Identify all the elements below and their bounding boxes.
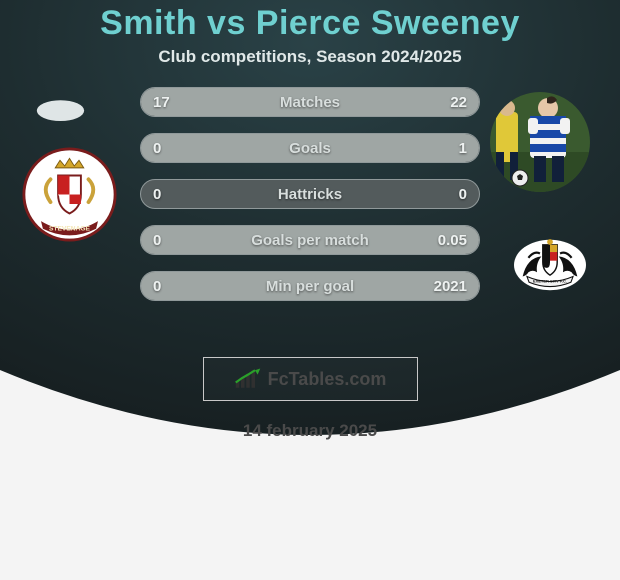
stat-left-value: 0 xyxy=(153,186,161,203)
club-right-crest: EXETER CITY F.C. xyxy=(500,229,600,301)
stat-label: Goals per match xyxy=(251,232,369,249)
page-title: Smith vs Pierce Sweeney xyxy=(0,4,620,43)
club-left-crest: STEVENAGE xyxy=(22,147,117,242)
stat-label: Goals xyxy=(289,140,331,157)
svg-text:EXETER CITY F.C.: EXETER CITY F.C. xyxy=(533,278,567,283)
brand-text: FcTables.com xyxy=(268,369,387,390)
stat-right-value: 2021 xyxy=(434,278,467,295)
subtitle: Club competitions, Season 2024/2025 xyxy=(0,47,620,67)
stat-bar: 0 Min per goal 2021 xyxy=(140,271,480,301)
stat-label: Hattricks xyxy=(278,186,342,203)
stat-bar: 0 Goals 1 xyxy=(140,133,480,163)
stat-right-value: 0 xyxy=(459,186,467,203)
comparison-area: STEVENAGE xyxy=(0,87,620,347)
stat-right-value: 22 xyxy=(450,94,467,111)
stat-bar: 17 Matches 22 xyxy=(140,87,480,117)
player-right-photo xyxy=(490,92,590,192)
stat-bar: 0 Goals per match 0.05 xyxy=(140,225,480,255)
brand-icon xyxy=(234,368,262,390)
brand-badge: FcTables.com xyxy=(203,357,418,401)
svg-text:STEVENAGE: STEVENAGE xyxy=(49,226,91,233)
stat-bar: 0 Hattricks 0 xyxy=(140,179,480,209)
date-text: 14 february 2025 xyxy=(0,421,620,441)
stat-left-value: 0 xyxy=(153,278,161,295)
stat-left-value: 17 xyxy=(153,94,170,111)
stat-right-value: 0.05 xyxy=(438,232,467,249)
stat-label: Min per goal xyxy=(266,278,354,295)
player-left-photo xyxy=(8,87,113,134)
stat-left-value: 0 xyxy=(153,140,161,157)
stat-bars: 17 Matches 22 0 Goals 1 0 Hattricks 0 0 Goals per … xyxy=(140,87,480,317)
stat-left-value: 0 xyxy=(153,232,161,249)
stat-label: Matches xyxy=(280,94,340,111)
stat-right-value: 1 xyxy=(459,140,467,157)
